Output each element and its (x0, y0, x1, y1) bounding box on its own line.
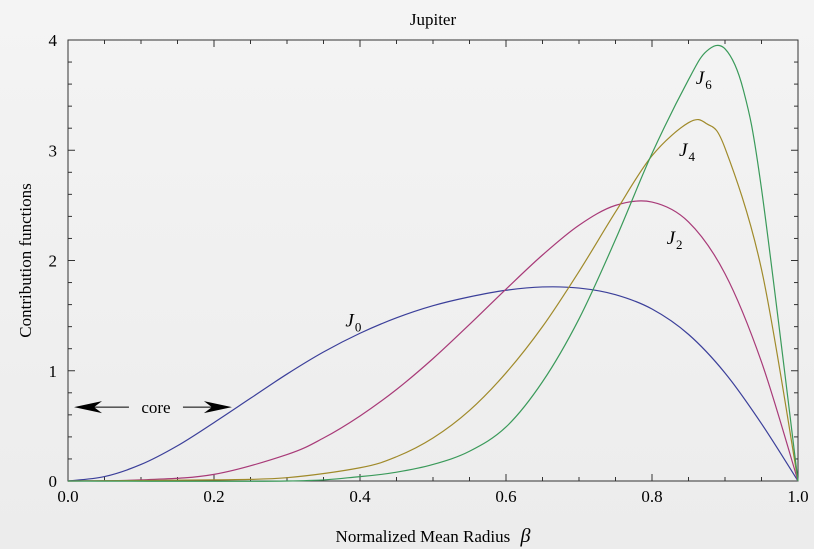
x-tick-label: 0.0 (57, 487, 78, 506)
y-tick-label: 3 (49, 141, 58, 160)
series-label-main: J (696, 68, 706, 89)
y-tick-label: 0 (49, 472, 58, 491)
series-line-j0 (67, 286, 799, 482)
x-tick-label: 1.0 (787, 487, 808, 506)
x-tick-label: 0.4 (349, 487, 371, 506)
series-line-j4 (67, 118, 799, 482)
series-label-subscript: 2 (676, 237, 683, 252)
core-annotation: core (74, 398, 232, 417)
x-axis: 0.0 0.2 0.4 0.6 0.8 1.0 (57, 40, 809, 506)
series-layer (67, 44, 799, 482)
series-label-j6: J6 (696, 68, 712, 92)
x-axis-title-text: Normalized Mean Radius (336, 527, 511, 546)
series-label-j2: J2 (667, 228, 683, 252)
series-label-subscript: 6 (705, 77, 712, 92)
y-axis: 0 1 2 3 4 (49, 31, 798, 491)
chart-title: Jupiter (410, 10, 457, 29)
core-label: core (141, 398, 170, 417)
series-label-j0: J0 (345, 311, 361, 335)
x-axis-title-symbol: β (519, 525, 530, 547)
series-label-subscript: 4 (688, 149, 695, 164)
series-label-main: J (679, 140, 689, 161)
x-tick-label: 0.6 (495, 487, 516, 506)
y-axis-title: Contribution functions (16, 183, 35, 337)
series-line-j2 (67, 200, 799, 482)
series-line-j6 (67, 44, 799, 482)
series-label-j4: J4 (679, 140, 695, 164)
core-arrow-right-head (203, 401, 232, 414)
y-tick-label: 4 (49, 31, 58, 50)
series-label-main: J (345, 311, 355, 332)
x-axis-title: Normalized Mean Radius β (336, 525, 531, 547)
core-arrow-left-head (74, 401, 102, 414)
x-tick-label: 0.2 (203, 487, 224, 506)
y-tick-label: 1 (49, 362, 58, 381)
x-tick-label: 0.8 (641, 487, 662, 506)
series-label-subscript: 0 (355, 320, 362, 335)
plot-frame (67, 39, 799, 482)
plot-border (67, 39, 799, 482)
series-label-main: J (667, 228, 677, 249)
y-tick-label: 2 (49, 252, 58, 271)
